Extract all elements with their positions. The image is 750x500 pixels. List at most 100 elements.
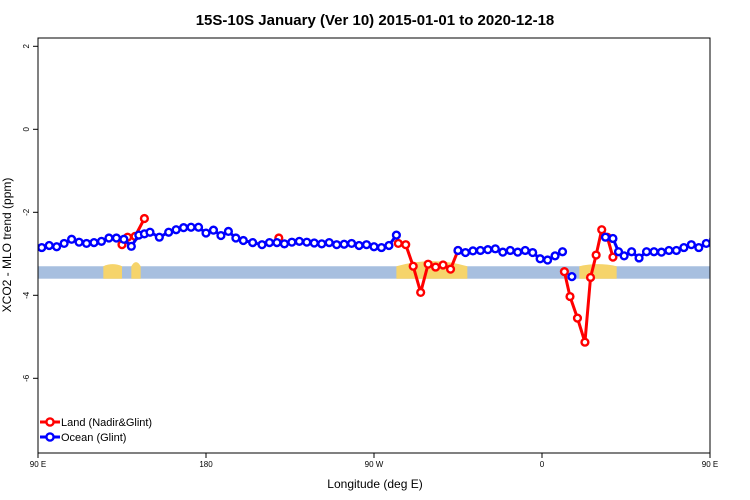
- data-point: [740, 238, 747, 245]
- data-point: [216, 230, 226, 241]
- legend: Land (Nadir&Glint) Ocean (Glint): [40, 417, 152, 444]
- data-point: [535, 254, 545, 264]
- data-point: [498, 247, 508, 257]
- legend-swatch-marker: [45, 417, 55, 427]
- series-line-0: [562, 228, 615, 344]
- data-point: [733, 240, 740, 247]
- data-point: [171, 225, 181, 235]
- data-point: [608, 233, 618, 244]
- data-point: [559, 267, 570, 277]
- data-point: [317, 239, 327, 249]
- data-point: [81, 238, 92, 249]
- data-point: [490, 244, 500, 254]
- data-point: [597, 225, 607, 235]
- data-point: [126, 241, 136, 251]
- y-tick-label: 0: [22, 127, 31, 132]
- legend-label: Ocean (Glint): [61, 432, 126, 444]
- data-point: [238, 235, 248, 246]
- data-point: [408, 261, 418, 271]
- data-point: [145, 227, 155, 237]
- chart-title: 15S-10S January (Ver 10) 2015-01-01 to 2…: [196, 12, 555, 29]
- data-point: [264, 237, 275, 248]
- legend-label: Land (Nadir&Glint): [61, 417, 152, 429]
- data-point: [302, 237, 312, 247]
- x-tick-label: 90 E: [30, 460, 46, 469]
- data-point: [186, 222, 196, 232]
- legend-item: Land (Nadir&Glint): [40, 417, 152, 429]
- data-point: [686, 240, 696, 250]
- data-point: [468, 246, 478, 256]
- data-point: [701, 238, 710, 249]
- data-point: [279, 239, 290, 249]
- data-point: [550, 251, 560, 261]
- data-point: [154, 232, 164, 242]
- data-point: [460, 247, 471, 258]
- data-point: [74, 237, 84, 247]
- x-tick-label: 90 W: [365, 460, 384, 469]
- data-point: [223, 226, 234, 236]
- data-point: [401, 240, 411, 250]
- data-point: [694, 242, 704, 253]
- data-point: [641, 247, 652, 257]
- data-point: [44, 240, 54, 251]
- data-point: [664, 245, 674, 256]
- data-point: [201, 228, 211, 238]
- land-region: [131, 262, 141, 279]
- data-point: [393, 238, 403, 249]
- data-point: [248, 237, 258, 248]
- data-point: [679, 242, 689, 253]
- y-tick-label: -2: [22, 208, 31, 216]
- data-point: [361, 240, 372, 250]
- data-point: [431, 262, 441, 272]
- data-point: [272, 237, 282, 248]
- data-point: [572, 313, 583, 323]
- data-point: [619, 251, 629, 261]
- data-point: [164, 227, 174, 237]
- y-tick-label: -6: [22, 374, 31, 382]
- data-point: [376, 242, 387, 253]
- data-point: [557, 247, 568, 257]
- data-point: [294, 236, 304, 246]
- data-point: [567, 272, 577, 282]
- legend-swatch-marker: [45, 432, 55, 442]
- x-tick-label: 180: [199, 460, 213, 469]
- data-point: [208, 225, 219, 235]
- data-point: [528, 247, 538, 258]
- data-point: [438, 260, 448, 270]
- data-point: [709, 236, 710, 242]
- x-tick-label: 0: [540, 460, 545, 469]
- data-point: [231, 233, 241, 243]
- data-point: [591, 250, 601, 260]
- data-point: [475, 245, 486, 256]
- y-tick-label: 2: [22, 44, 31, 49]
- plot-area: [37, 37, 747, 454]
- data-point: [111, 233, 122, 243]
- data-point: [613, 247, 624, 257]
- data-point: [445, 264, 456, 274]
- data-point: [634, 253, 644, 263]
- data-point: [505, 245, 515, 256]
- data-point: [423, 259, 433, 269]
- x-tick-label: 90 E: [702, 460, 718, 469]
- data-point: [66, 234, 77, 244]
- data-point: [453, 245, 463, 256]
- data-point: [339, 239, 349, 249]
- y-tick-label: -4: [22, 291, 31, 299]
- data-point: [354, 240, 364, 251]
- data-point: [718, 238, 725, 245]
- ocean-band: [38, 266, 710, 279]
- data-point: [324, 237, 334, 248]
- data-point: [600, 232, 611, 242]
- data-point: [542, 255, 553, 265]
- data-point: [656, 247, 667, 257]
- y-axis-label: XCO2 - MLO trend (ppm): [0, 178, 14, 313]
- x-axis-label: Longitude (deg E): [327, 477, 422, 491]
- data-point: [179, 223, 189, 233]
- y-axis: 2 0 -2 -4 -6: [22, 44, 38, 382]
- land-region: [579, 264, 617, 279]
- land-region: [103, 264, 122, 279]
- data-point: [608, 252, 618, 262]
- data-point: [391, 230, 402, 240]
- data-point: [96, 236, 107, 246]
